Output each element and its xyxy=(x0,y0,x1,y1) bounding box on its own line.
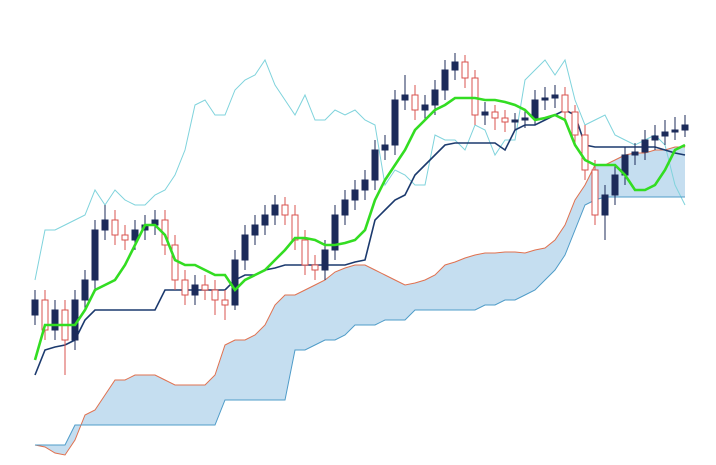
candle-body xyxy=(381,144,389,151)
candle-body xyxy=(591,169,599,216)
candle-body xyxy=(121,234,129,241)
candle-body xyxy=(431,89,439,106)
candle-body xyxy=(211,289,219,301)
candle-body xyxy=(51,309,59,331)
candle-body xyxy=(461,61,469,79)
candle-body xyxy=(81,279,89,301)
candle-body xyxy=(661,131,669,137)
candle-body xyxy=(231,259,239,306)
candle-body xyxy=(261,214,269,226)
candle-body xyxy=(671,129,679,133)
candle-body xyxy=(391,99,399,146)
candle-body xyxy=(201,284,209,291)
candle-body xyxy=(411,94,419,111)
candle-body xyxy=(371,149,379,181)
candle-body xyxy=(311,264,319,271)
candle-body xyxy=(331,214,339,251)
candle-body xyxy=(681,124,689,131)
candle-body xyxy=(111,219,119,236)
candle-body xyxy=(351,189,359,201)
candle-body xyxy=(631,151,639,156)
cloud xyxy=(35,147,685,455)
candle-body xyxy=(441,69,449,91)
candle-body xyxy=(541,97,549,101)
candle-body xyxy=(471,77,479,116)
candle-body xyxy=(501,117,509,123)
candle-body xyxy=(581,134,589,171)
candle-body xyxy=(321,249,329,271)
candle-body xyxy=(241,234,249,261)
candle-body xyxy=(101,219,109,231)
candle-body xyxy=(281,204,289,216)
candle-body xyxy=(41,299,49,331)
candle-body xyxy=(521,117,529,121)
candle-body xyxy=(191,284,199,296)
candle-body xyxy=(651,135,659,141)
candle-body xyxy=(571,111,579,136)
candle-body xyxy=(551,94,559,99)
candle-body xyxy=(561,94,569,113)
candle-body xyxy=(401,94,409,101)
candle-body xyxy=(451,61,459,71)
candle-body xyxy=(531,99,539,119)
candle-body xyxy=(271,204,279,216)
candle-body xyxy=(611,174,619,196)
candle-body xyxy=(641,139,649,153)
indicator-line xyxy=(33,96,686,361)
candle-body xyxy=(251,224,259,236)
candle-body xyxy=(291,214,299,241)
candle-body xyxy=(491,111,499,119)
candle-body xyxy=(31,299,39,316)
candle-body xyxy=(341,199,349,216)
candle-body xyxy=(481,111,489,116)
candle-body xyxy=(91,229,99,281)
candle-body xyxy=(181,279,189,296)
candle-body xyxy=(301,239,309,266)
indicator-line xyxy=(34,58,686,281)
indicator-line xyxy=(34,146,685,456)
candle-body xyxy=(601,194,609,216)
indicator-line xyxy=(35,196,685,446)
candle-body xyxy=(421,104,429,111)
candle-body xyxy=(361,179,369,191)
candle-body xyxy=(131,229,139,241)
candle-body xyxy=(511,119,519,123)
candle-body xyxy=(221,299,229,306)
